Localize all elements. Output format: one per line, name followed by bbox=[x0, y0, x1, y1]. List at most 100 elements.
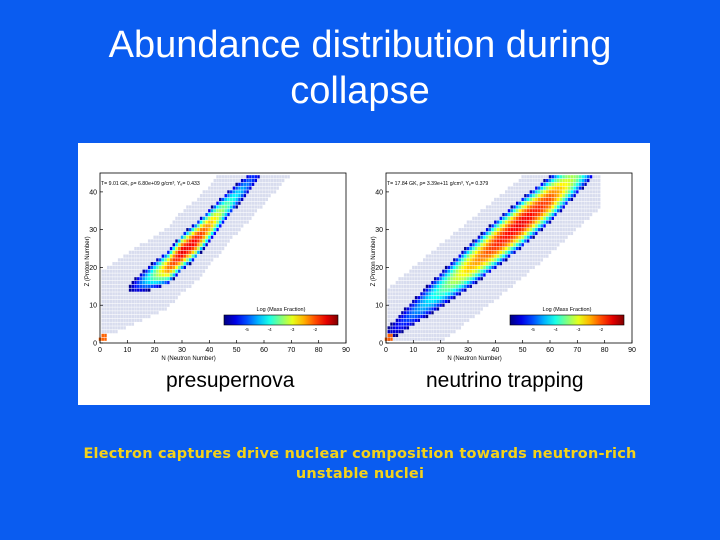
heatmap-cell bbox=[188, 284, 192, 288]
heatmap-cell bbox=[466, 262, 470, 266]
heatmap-cell bbox=[436, 250, 440, 254]
heatmap-cell bbox=[161, 231, 165, 236]
heatmap-cell bbox=[147, 265, 151, 270]
heatmap-cell bbox=[156, 303, 159, 307]
heatmap-cell bbox=[145, 265, 148, 270]
heatmap-cell bbox=[395, 307, 399, 311]
heatmap-cell bbox=[417, 288, 421, 292]
heatmap-cell bbox=[472, 284, 475, 288]
heatmap-cell bbox=[188, 254, 192, 258]
heatmap-cell bbox=[570, 197, 574, 202]
heatmap-cell bbox=[224, 220, 227, 224]
heatmap-cell bbox=[202, 265, 206, 270]
heatmap-cell bbox=[461, 284, 464, 288]
heatmap-cell bbox=[104, 318, 107, 322]
heatmap-cell bbox=[529, 182, 533, 186]
heatmap-cell bbox=[436, 277, 440, 281]
heatmap-cell bbox=[156, 307, 159, 311]
x-tick-label: 20 bbox=[151, 347, 159, 354]
heatmap-cell bbox=[387, 330, 390, 334]
heatmap-cell bbox=[178, 254, 181, 258]
heatmap-cell bbox=[515, 250, 519, 254]
heatmap-cell bbox=[474, 216, 478, 220]
heatmap-cell bbox=[128, 277, 132, 281]
heatmap-cell bbox=[524, 250, 527, 254]
heatmap-cell bbox=[466, 243, 470, 247]
heatmap-cell bbox=[268, 178, 271, 183]
heatmap-cell bbox=[491, 228, 494, 232]
heatmap-cell bbox=[444, 330, 448, 334]
heatmap-cell bbox=[401, 277, 404, 281]
x-tick-label: 80 bbox=[315, 347, 323, 354]
heatmap-cell bbox=[246, 216, 249, 220]
heatmap-cell bbox=[227, 231, 230, 236]
heatmap-cell bbox=[507, 194, 511, 198]
heatmap-cell bbox=[409, 292, 412, 296]
heatmap-cell bbox=[526, 186, 530, 190]
heatmap-cell bbox=[180, 224, 184, 228]
heatmap-cell bbox=[469, 250, 472, 254]
heatmap-cell bbox=[573, 209, 576, 213]
heatmap-cell bbox=[202, 190, 206, 194]
heatmap-cell bbox=[172, 265, 176, 270]
heatmap-cell bbox=[428, 314, 431, 319]
heatmap-cell bbox=[161, 239, 165, 243]
x-tick-label: 80 bbox=[601, 347, 609, 354]
heatmap-cell bbox=[221, 228, 225, 232]
heatmap-cell bbox=[156, 269, 159, 273]
heatmap-cell bbox=[436, 296, 440, 300]
heatmap-cell bbox=[515, 186, 519, 190]
heatmap-cell bbox=[409, 296, 412, 300]
heatmap-cell bbox=[395, 318, 399, 322]
heatmap-cell bbox=[513, 243, 516, 247]
heatmap-cell bbox=[139, 246, 143, 251]
heatmap-cell bbox=[126, 303, 129, 307]
heatmap-cell bbox=[444, 265, 448, 270]
heatmap-cell bbox=[131, 250, 135, 254]
heatmap-cell bbox=[387, 333, 390, 338]
heatmap-cell bbox=[238, 175, 241, 179]
heatmap-cell bbox=[472, 231, 475, 236]
heatmap-cell bbox=[433, 277, 437, 281]
heatmap-cell bbox=[191, 216, 195, 220]
heatmap-cell bbox=[117, 318, 121, 322]
heatmap-cell bbox=[175, 228, 178, 232]
heatmap-cell bbox=[455, 280, 459, 285]
heatmap-cell bbox=[458, 265, 462, 270]
heatmap-cell bbox=[403, 322, 407, 326]
heatmap-cell bbox=[483, 224, 486, 228]
heatmap-cell bbox=[183, 277, 186, 281]
heatmap-cell bbox=[578, 220, 582, 224]
heatmap-cell bbox=[477, 224, 481, 228]
heatmap-cell bbox=[169, 277, 173, 281]
heatmap-cell bbox=[559, 231, 563, 236]
heatmap-cell bbox=[543, 212, 546, 217]
heatmap-cell bbox=[232, 220, 236, 224]
heatmap-cell bbox=[589, 190, 593, 194]
heatmap-cell bbox=[158, 265, 162, 270]
heatmap-cell bbox=[436, 330, 440, 334]
heatmap-cell bbox=[145, 269, 148, 273]
heatmap-cell bbox=[229, 178, 233, 183]
heatmap-cell bbox=[142, 258, 145, 262]
heatmap-cell bbox=[499, 209, 503, 213]
heatmap-cell bbox=[126, 284, 129, 288]
heatmap-cell bbox=[188, 258, 192, 262]
heatmap-cell bbox=[420, 322, 423, 326]
heatmap-cell bbox=[169, 284, 173, 288]
heatmap-cell bbox=[167, 269, 170, 273]
heatmap-cell bbox=[444, 311, 448, 315]
heatmap-cell bbox=[529, 186, 533, 190]
heatmap-cell bbox=[150, 250, 154, 254]
heatmap-cell bbox=[597, 194, 601, 198]
heatmap-cell bbox=[210, 182, 214, 186]
heatmap-cell bbox=[428, 265, 431, 270]
heatmap-cell bbox=[276, 182, 279, 186]
heatmap-cell bbox=[466, 258, 470, 262]
heatmap-cell bbox=[436, 292, 440, 296]
heatmap-cell bbox=[254, 178, 258, 183]
heatmap-cell bbox=[447, 254, 451, 258]
heatmap-cell bbox=[537, 258, 541, 262]
x-tick-label: 40 bbox=[491, 347, 499, 354]
heatmap-cell bbox=[194, 212, 197, 217]
